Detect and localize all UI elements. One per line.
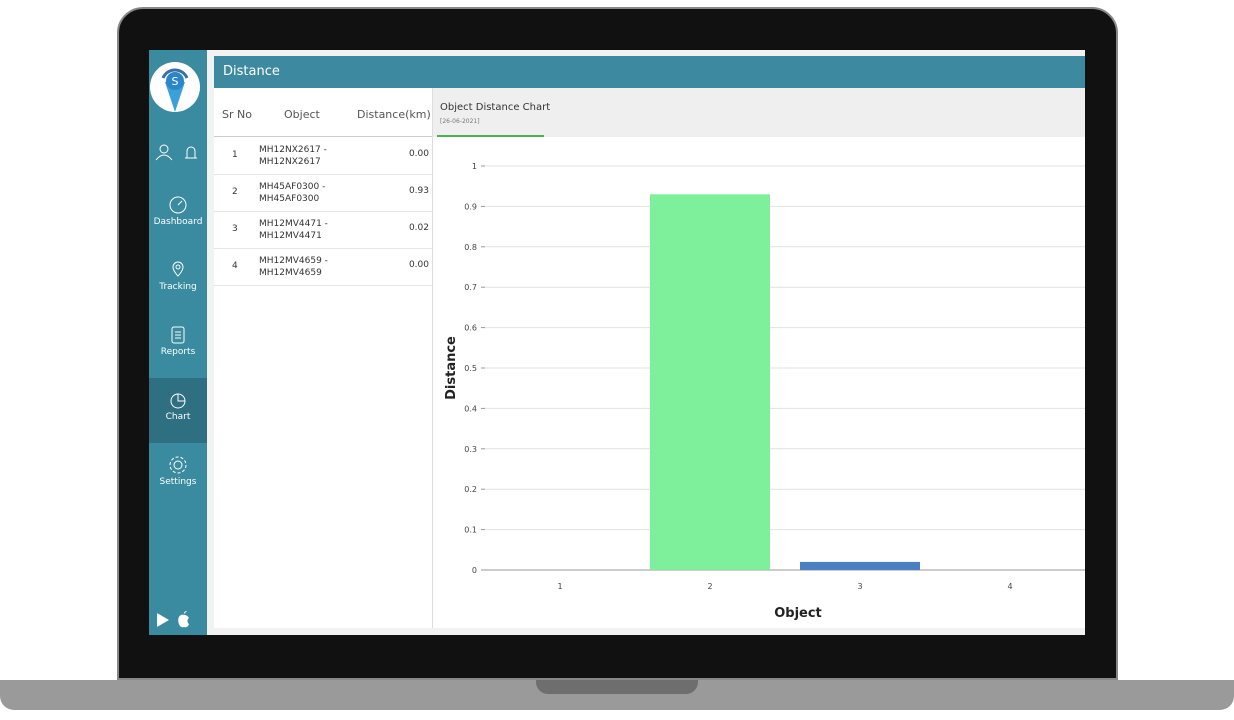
y-tick-label: 0.7 [464, 283, 477, 292]
y-tick-label: 1 [472, 162, 477, 171]
store-icons[interactable] [155, 610, 195, 634]
column-header: Distance(km) [357, 108, 431, 121]
nav-icon [169, 196, 187, 214]
cell-sr-no: 4 [232, 261, 238, 271]
cell-distance: 0.93 [408, 186, 429, 196]
tab-underline [437, 135, 544, 137]
x-tick-label: 2 [707, 582, 712, 591]
y-tick-label: 0.5 [464, 364, 477, 373]
table-row: 4 MH12MV4659 - MH12MV4659 0.00 [214, 248, 432, 286]
table-header-rule [214, 136, 432, 137]
chart-tab-bar [433, 88, 1085, 137]
x-tick-label: 4 [1007, 582, 1012, 591]
cell-distance: 0.02 [408, 223, 429, 233]
cell-object: MH12MV4471 - MH12MV4471 [259, 219, 328, 241]
bar [800, 561, 920, 570]
column-header: Object [284, 108, 320, 121]
cell-object: MH12NX2617 - MH12NX2617 [259, 145, 327, 167]
y-tick-label: 0.4 [464, 404, 477, 413]
nav-icon [172, 261, 184, 277]
nav-item[interactable]: Settings [149, 443, 207, 508]
chart-title[interactable]: Object Distance Chart [440, 102, 551, 113]
y-axis-label: Distance [444, 336, 459, 400]
user-icons[interactable] [149, 140, 207, 166]
logo: S [149, 56, 201, 118]
cell-distance: 0.00 [408, 149, 429, 159]
cell-object: MH45AF0300 - MH45AF0300 [259, 182, 326, 204]
x-tick-label: 1 [557, 582, 562, 591]
y-tick-label: 0.3 [464, 445, 477, 454]
table-panel [214, 88, 433, 628]
table-row: 1 MH12NX2617 - MH12NX2617 0.00 [214, 137, 432, 175]
chart: Object Distance 0 0.1 0.2 0.3 0.4 0.5 0.6 0.7 0.… [433, 137, 1085, 628]
y-tick-label: 0.9 [464, 202, 477, 211]
table-row: 2 MH45AF0300 - MH45AF0300 0.93 [214, 174, 432, 212]
bar [650, 194, 770, 570]
cell-object: MH12MV4659 - MH12MV4659 [259, 256, 328, 278]
x-tick-label: 3 [857, 582, 862, 591]
nav-item[interactable]: Reports [149, 313, 207, 378]
column-header: Sr No [222, 108, 252, 121]
nav-item[interactable]: Tracking [149, 248, 207, 313]
cell-distance: 0.00 [408, 260, 429, 270]
chart-date: [26-06-2021] [440, 118, 480, 125]
table-row: 3 MH12MV4471 - MH12MV4471 0.02 [214, 211, 432, 249]
header-title: Distance [214, 56, 1085, 88]
nav-label: Reports [160, 347, 196, 357]
nav-icon [170, 393, 186, 409]
nav-label: Settings [159, 477, 197, 487]
nav-icon [171, 326, 185, 344]
y-tick-label: 0.6 [464, 324, 477, 333]
y-tick-label: 0.1 [464, 526, 477, 535]
cell-sr-no: 3 [232, 224, 238, 234]
nav-label: Chart [165, 412, 191, 422]
y-tick-label: 0.8 [464, 243, 477, 252]
nav-icon [169, 456, 187, 474]
nav-label: Tracking [159, 282, 197, 292]
cell-sr-no: 1 [232, 150, 238, 160]
nav-label: Dashboard [153, 217, 203, 227]
y-tick-label: 0.2 [464, 485, 477, 494]
svg-text:S: S [172, 75, 179, 88]
cell-sr-no: 2 [232, 187, 238, 197]
y-tick-label: 0 [472, 566, 477, 575]
x-axis-label: Object [774, 606, 822, 621]
nav-item[interactable]: Dashboard [149, 183, 207, 248]
nav-item[interactable]: Chart [149, 378, 207, 443]
laptop-notch [536, 680, 698, 694]
